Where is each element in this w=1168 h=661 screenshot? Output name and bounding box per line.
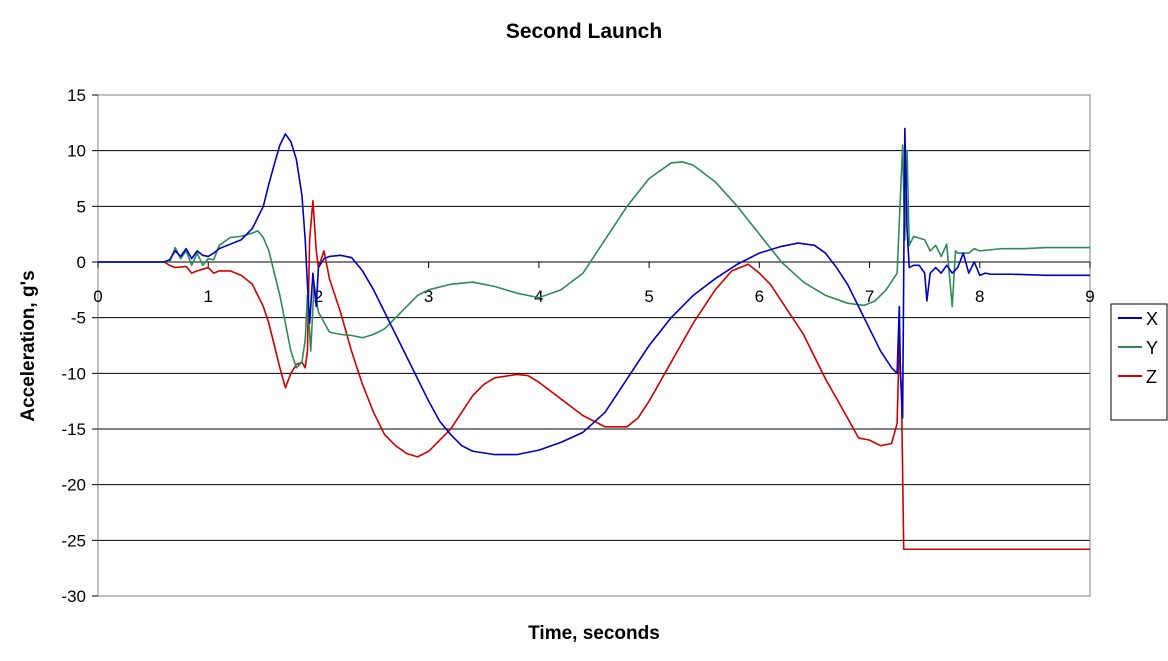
y-axis: 15 10 5 0 -5 -10 -15 -20 -25 -30: [61, 86, 98, 606]
x-tick-label: 3: [424, 287, 433, 306]
legend-label-x: X: [1146, 309, 1158, 329]
y-tick-label: -30: [61, 587, 86, 606]
plot-area-border: [97, 94, 1091, 597]
y-tick-label: -10: [61, 364, 86, 383]
y-tick-label: 15: [67, 86, 86, 105]
x-tick-label: 8: [975, 287, 984, 306]
x-tick-label: 0: [93, 287, 102, 306]
x-tick-label: 1: [203, 287, 212, 306]
legend: XYZ: [1110, 303, 1168, 421]
y-tick-label: -15: [61, 420, 86, 439]
series-line-y: [98, 144, 1090, 369]
series-line-x: [98, 127, 1090, 456]
y-tick-label: 10: [67, 142, 86, 161]
legend-label-y: Y: [1146, 338, 1158, 358]
x-tick-label: 7: [865, 287, 874, 306]
x-tick-label: 5: [644, 287, 653, 306]
x-tick-label: 4: [534, 287, 543, 306]
x-axis: 0 1 2 3 4 5 6 7 8 9: [93, 261, 1095, 306]
x-tick-label: 6: [755, 287, 764, 306]
series-line-z: [98, 199, 1090, 551]
y-tick-label: -25: [61, 531, 86, 550]
chart-title: Second Launch: [506, 20, 662, 43]
y-tick-label: 5: [77, 197, 86, 216]
y-tick-label: 0: [77, 253, 86, 272]
x-tick-label: 9: [1085, 287, 1094, 306]
x-tick-label: 2: [314, 287, 323, 306]
legend-label-z: Z: [1146, 367, 1157, 387]
y-tick-label: -5: [71, 309, 86, 328]
legend-box: [1110, 303, 1168, 421]
series-lines: [98, 127, 1090, 551]
y-axis-title: Acceleration, g's: [18, 270, 39, 421]
x-axis-title: Time, seconds: [528, 623, 660, 644]
y-tick-label: -20: [61, 476, 86, 495]
